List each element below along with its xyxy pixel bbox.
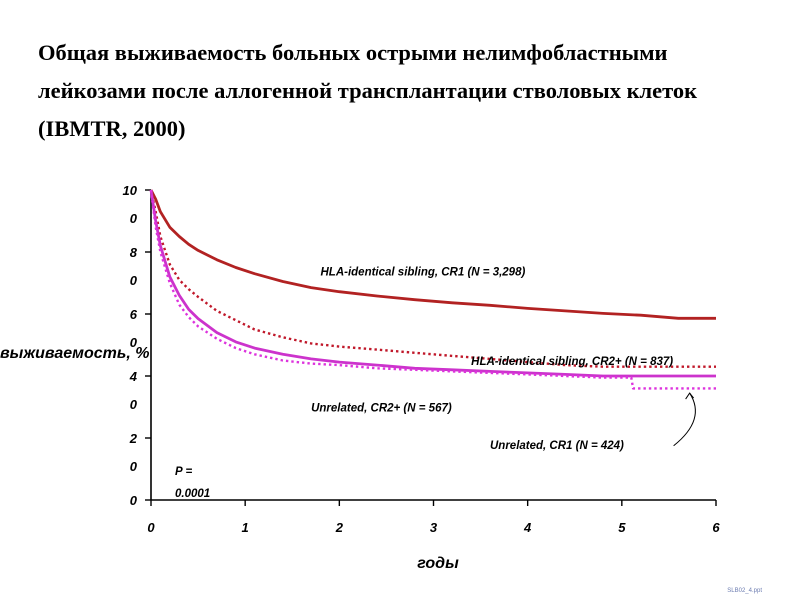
tick-labels: 0 1 2 3 4 5 602 04 06 08 010 0 bbox=[123, 183, 721, 535]
x-tick-label: 6 bbox=[712, 520, 720, 535]
y-tick-label: 10 0 bbox=[123, 183, 138, 226]
x-tick-label: 1 bbox=[242, 520, 249, 535]
series-label-1: HLA-identical sibling, CR1 (N = 3,298) bbox=[321, 266, 526, 278]
series-lines bbox=[149, 189, 716, 390]
series-label-4: Unrelated, CR1 (N = 424) bbox=[490, 440, 624, 452]
series-line-3 bbox=[149, 189, 716, 378]
series-label-2: HLA-identical sibling, CR2+ (N = 837) bbox=[471, 356, 673, 368]
series-line-4 bbox=[149, 189, 716, 390]
x-tick-label: 2 bbox=[335, 520, 344, 535]
series-line-1 bbox=[149, 189, 716, 320]
series-label-3: Unrelated, CR2+ (N = 567) bbox=[311, 403, 452, 415]
page-title: Общая выживаемость больных острыми нелим… bbox=[38, 40, 698, 141]
arrow-head bbox=[685, 392, 695, 400]
series-line-2 bbox=[149, 189, 716, 368]
p-value: P = 0.0001 bbox=[175, 466, 210, 500]
x-tick-label: 0 bbox=[147, 520, 155, 535]
x-tick-label: 5 bbox=[618, 520, 626, 535]
pointer-arrow bbox=[673, 392, 696, 447]
annotations: P = 0.0001 выживаемость, % годы bbox=[0, 345, 696, 572]
x-tick-label: 3 bbox=[430, 520, 438, 535]
y-axis-label: выживаемость, % bbox=[0, 345, 149, 362]
series-labels: HLA-identical sibling, CR1 (N = 3,298) HL… bbox=[311, 266, 673, 452]
footer-note: SLB02_4.ppt bbox=[727, 588, 762, 594]
y-tick-label: 0 bbox=[130, 493, 138, 508]
x-tick-label: 4 bbox=[523, 520, 532, 535]
axes bbox=[145, 189, 717, 506]
x-axis-label: годы bbox=[417, 555, 459, 572]
